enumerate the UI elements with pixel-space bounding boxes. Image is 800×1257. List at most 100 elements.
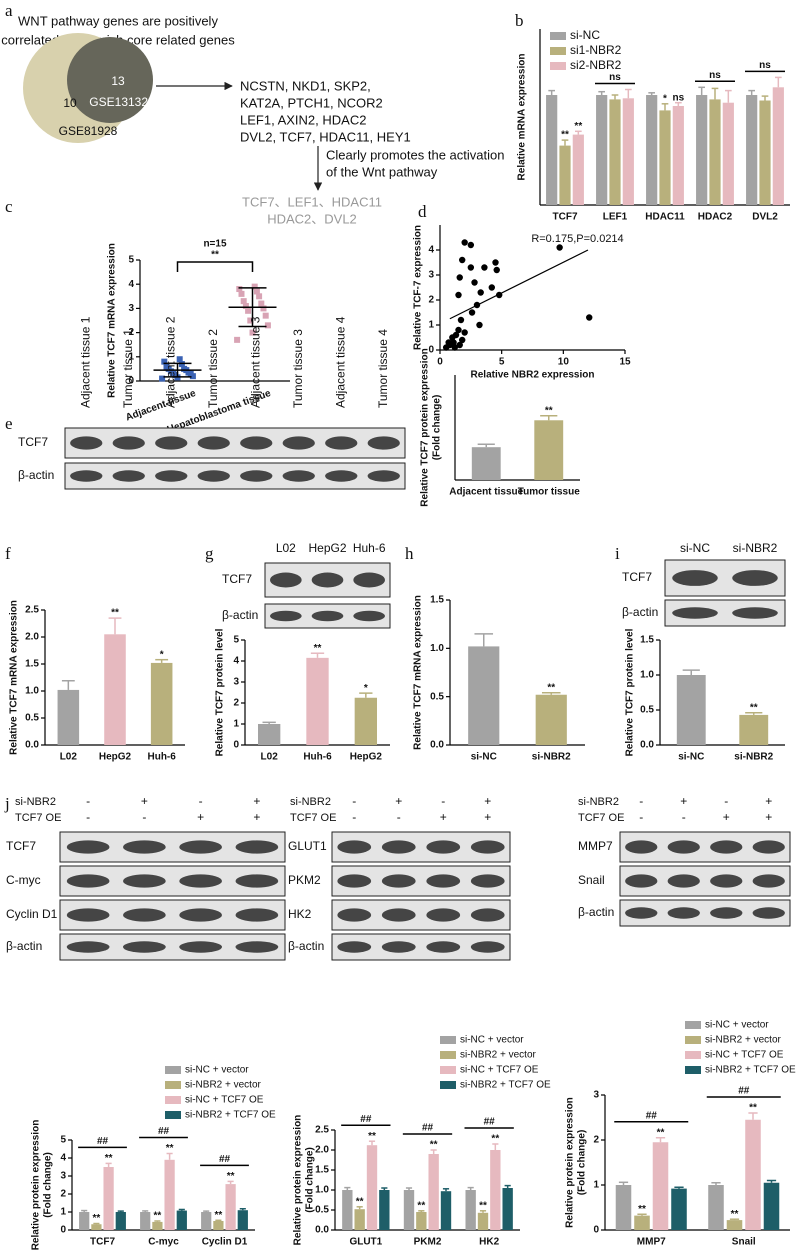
- data-point: [256, 293, 263, 300]
- x-tick-label: Huh-6: [147, 752, 176, 763]
- bar: [726, 1220, 743, 1230]
- data-point: [468, 309, 476, 316]
- bar: [471, 447, 501, 480]
- significance-label: **: [93, 1213, 101, 1224]
- data-point: [247, 317, 254, 324]
- bar: [104, 634, 126, 745]
- arrow-text: of the Wnt pathway: [326, 164, 438, 179]
- bar: [403, 1190, 415, 1230]
- data-point: [242, 302, 249, 309]
- condition-sign: -: [352, 794, 356, 808]
- bar: [91, 1224, 102, 1230]
- panel-label: f: [5, 544, 11, 563]
- lane-label: si-NC: [680, 541, 710, 555]
- blot-band: [282, 436, 315, 450]
- blot-band: [70, 436, 103, 450]
- blot-row-label: TCF7: [622, 570, 652, 584]
- blot-row-label: C-myc: [6, 873, 41, 887]
- bar: [342, 1190, 353, 1230]
- panel-label: h: [405, 544, 414, 563]
- y-tick-label: 0: [593, 1225, 599, 1236]
- condition-sign: -: [352, 810, 356, 824]
- x-tick-label: L02: [261, 752, 279, 763]
- condition-sign: -: [682, 810, 686, 824]
- bar: [237, 1210, 248, 1230]
- blot-band: [426, 908, 461, 922]
- condition-sign: -: [199, 794, 203, 808]
- bar: [622, 98, 634, 205]
- y-axis-label: (Fold change): [305, 1147, 316, 1213]
- blot-band: [625, 874, 658, 888]
- y-tick-label: 2: [60, 1189, 66, 1200]
- blot-band: [732, 570, 778, 586]
- blot-band: [470, 908, 505, 922]
- data-point: [456, 341, 463, 349]
- significance-label: **: [491, 1134, 499, 1145]
- data-point: [457, 316, 465, 324]
- x-tick-label: Snail: [732, 1237, 756, 1248]
- significance-label: **: [166, 1143, 174, 1154]
- blot-row-label: β-actin: [288, 939, 324, 953]
- y-tick-label: 0: [60, 1225, 66, 1236]
- venn-count: 10: [63, 96, 77, 110]
- panel-label: i: [615, 544, 620, 563]
- condition-label: si-NBR2: [578, 796, 619, 808]
- x-tick-label: HepG2: [350, 752, 383, 763]
- significance-label: **: [574, 121, 582, 132]
- data-point: [556, 244, 563, 251]
- bar: [609, 99, 621, 205]
- legend-swatch: [165, 1096, 181, 1104]
- data-point: [159, 375, 166, 382]
- lane-label: Tumor tissue 3: [291, 329, 305, 408]
- bar: [354, 1209, 365, 1230]
- blot-band: [235, 840, 279, 854]
- condition-sign: -: [397, 810, 401, 824]
- legend-swatch: [165, 1111, 181, 1119]
- y-tick-label: 1.5: [315, 1165, 329, 1176]
- y-tick-label: 3: [128, 303, 134, 314]
- blot-band: [353, 610, 385, 622]
- x-tick-label: HK2: [479, 1237, 499, 1248]
- y-tick-label: 1.5: [430, 595, 444, 606]
- y-tick-label: 4: [428, 245, 434, 256]
- blot-band: [367, 436, 400, 450]
- venn-title: WNT pathway genes are positively: [18, 13, 218, 28]
- bar: [559, 145, 571, 205]
- blot-band: [112, 436, 145, 450]
- y-tick-label: 1.0: [25, 686, 39, 697]
- x-tick-label: si-NBR2: [734, 752, 773, 763]
- data-point: [234, 336, 241, 343]
- y-tick-label: 0.5: [430, 691, 444, 702]
- legend-swatch: [550, 62, 566, 70]
- data-point: [262, 312, 269, 319]
- y-tick-label: 3: [60, 1171, 66, 1182]
- data-point: [461, 329, 468, 336]
- y-tick-label: 3: [593, 1090, 599, 1101]
- y-tick-label: 0: [128, 376, 134, 387]
- x-tick-label: Huh-6: [303, 752, 332, 763]
- bar: [213, 1221, 224, 1230]
- y-axis-label: Relative TCF7 protein expression: [420, 348, 431, 506]
- y-tick-label: 4: [128, 279, 134, 290]
- bar: [140, 1212, 151, 1230]
- bar: [709, 99, 721, 205]
- bracket-label: ##: [219, 1154, 231, 1165]
- condition-sign: +: [197, 810, 204, 824]
- annotation: n=15: [203, 239, 227, 250]
- data-point: [455, 291, 462, 299]
- legend-label: si-NC + vector: [705, 1020, 769, 1031]
- legend-swatch: [550, 47, 566, 55]
- bar: [534, 420, 564, 480]
- blot-band: [112, 470, 145, 482]
- legend-label: si-NBR2 + TCF7 OE: [705, 1065, 796, 1076]
- arrow-text: Clearly promotes the activation: [326, 147, 504, 162]
- blot-band: [353, 572, 385, 588]
- bracket-label: ##: [97, 1136, 109, 1147]
- legend-swatch: [440, 1066, 456, 1074]
- bar: [634, 1215, 650, 1230]
- y-tick-label: 2: [593, 1135, 599, 1146]
- significance-label: **: [657, 1127, 665, 1138]
- data-point: [264, 322, 271, 329]
- x-tick-label: 15: [619, 357, 631, 368]
